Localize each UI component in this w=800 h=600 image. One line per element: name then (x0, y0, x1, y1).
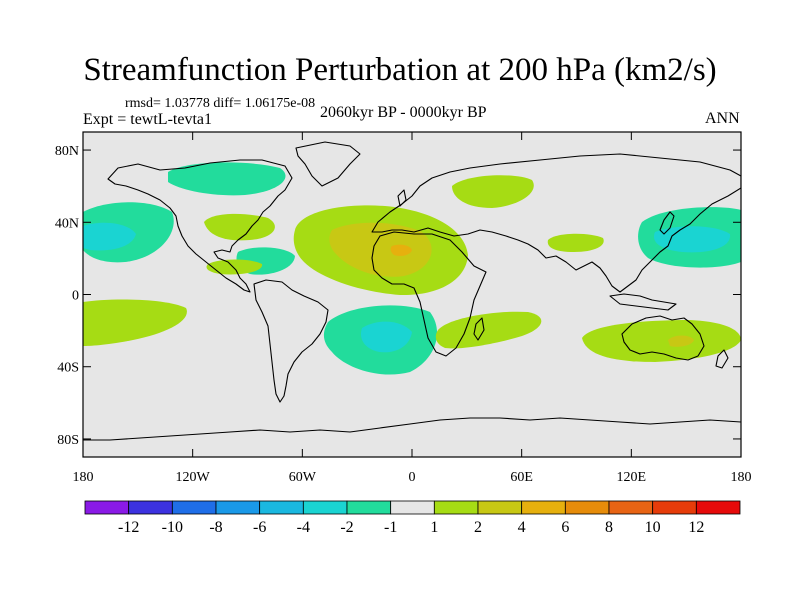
colorbar-label: 8 (605, 519, 613, 536)
coast-south-america (253, 279, 329, 403)
colorbar-swatch (259, 500, 304, 515)
x-tick-label: 0 (409, 470, 416, 485)
colorbar-swatch (171, 500, 217, 515)
colorbar-label: -4 (297, 519, 310, 536)
x-tick-label: 180 (731, 470, 752, 485)
coast-madagascar (473, 317, 485, 341)
x-tick-label: 120W (176, 470, 211, 485)
colorbar-swatch (215, 500, 261, 515)
colorbar-label: -6 (253, 519, 266, 536)
coastlines (83, 141, 741, 441)
field-europe (452, 175, 534, 208)
colorbar-swatch (433, 500, 479, 515)
colorbar-label: -8 (209, 519, 222, 536)
contour-fields (83, 162, 741, 375)
field-natl-ridge-core (390, 244, 412, 256)
colorbar-label: 6 (561, 519, 569, 536)
coast-australia (621, 315, 705, 361)
coast-new-zealand (715, 349, 729, 369)
x-tick-label: 60E (510, 470, 533, 485)
colorbar-swatch (390, 500, 435, 515)
y-tick-label: 80S (57, 433, 79, 448)
experiment-label: Expt = tewtL-tevta1 (83, 111, 212, 128)
coast-eurasia (371, 153, 741, 293)
field-sepac (83, 299, 187, 346)
colorbar-label: 1 (430, 519, 438, 536)
colorbar: -12 -10 -8 -6 -4 -2 -1 1 2 4 6 8 10 12 (84, 500, 741, 536)
colorbar-swatch (608, 500, 654, 515)
colorbar-swatch (84, 500, 130, 515)
colorbar-label: 10 (645, 519, 661, 536)
x-tick-label: 60W (289, 470, 317, 485)
field-tibet (547, 233, 604, 252)
field-natl-ridge-inner (329, 222, 432, 277)
axis-ticks: 180 120W 60W 0 60E 120E 180 80N 40N 0 40S 80S (55, 132, 752, 485)
colorbar-label: -12 (118, 519, 139, 536)
colorbar-swatch (346, 500, 392, 515)
coast-greenland (295, 141, 361, 187)
field-canada (168, 162, 286, 196)
coast-indonesia (609, 293, 677, 311)
y-tick-label: 0 (72, 289, 79, 304)
colorbar-label: 4 (518, 519, 526, 536)
colorbar-swatch (128, 500, 173, 515)
field-safrica (435, 311, 542, 349)
colorbar-label: 2 (474, 519, 482, 536)
field-australia-core (668, 335, 694, 347)
y-tick-label: 40S (57, 361, 79, 376)
period-label: 2060kyr BP - 0000kyr BP (320, 104, 487, 121)
y-tick-label: 40N (55, 216, 79, 231)
colorbar-label: -2 (340, 519, 353, 536)
season-label: ANN (705, 110, 740, 127)
colorbar-swatch (521, 500, 566, 515)
colorbar-label: -10 (162, 519, 183, 536)
coast-africa (371, 231, 487, 357)
chart-title: Streamfunction Perturbation at 200 hPa (… (83, 52, 717, 88)
colorbar-swatch (477, 500, 523, 515)
field-npac-east-core (83, 222, 136, 251)
stats-label: rmsd= 1.03778 diff= 1.06175e-08 (125, 96, 316, 111)
coast-antarctica (83, 417, 741, 441)
y-tick-label: 80N (55, 144, 79, 159)
x-tick-label: 180 (73, 470, 94, 485)
x-tick-label: 120E (617, 470, 647, 485)
colorbar-label: 12 (688, 519, 704, 536)
coast-britain (397, 189, 407, 207)
coast-north-america (107, 159, 293, 293)
field-npac-west-core (653, 226, 731, 253)
colorbar-swatch (652, 500, 697, 515)
colorbar-swatch (564, 500, 610, 515)
colorbar-swatch (302, 500, 348, 515)
field-gulf (206, 259, 263, 275)
coast-japan (659, 211, 675, 235)
field-satl-core (360, 321, 412, 353)
colorbar-label: -1 (384, 519, 397, 536)
colorbar-swatch (695, 500, 741, 515)
